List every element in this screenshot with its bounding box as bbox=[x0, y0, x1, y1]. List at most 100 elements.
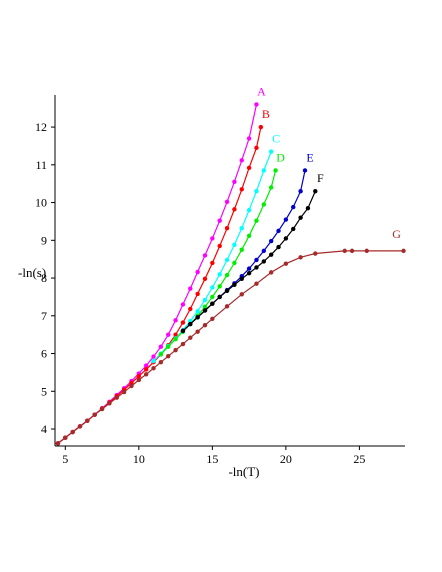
data-point bbox=[217, 284, 222, 289]
data-point bbox=[254, 189, 259, 194]
data-point bbox=[246, 233, 252, 238]
data-point bbox=[210, 316, 215, 322]
data-point bbox=[210, 236, 215, 241]
data-point bbox=[268, 185, 274, 190]
data-point bbox=[210, 260, 215, 266]
data-point bbox=[224, 257, 230, 263]
data-point bbox=[232, 207, 237, 212]
data-point bbox=[258, 124, 264, 130]
data-point bbox=[143, 367, 149, 372]
data-point bbox=[173, 347, 178, 353]
data-point bbox=[210, 294, 215, 300]
data-point bbox=[283, 261, 289, 266]
y-tick-label: 6 bbox=[41, 347, 47, 361]
data-point bbox=[276, 244, 281, 250]
data-point bbox=[173, 336, 178, 342]
data-point bbox=[313, 189, 318, 194]
data-point bbox=[224, 288, 230, 294]
data-point bbox=[268, 149, 274, 154]
data-point bbox=[254, 265, 259, 270]
data-point bbox=[232, 242, 237, 248]
data-point bbox=[283, 236, 289, 241]
data-point bbox=[99, 406, 105, 412]
data-point bbox=[195, 329, 200, 334]
data-point bbox=[239, 187, 244, 192]
data-point bbox=[217, 243, 222, 249]
data-point bbox=[202, 308, 208, 313]
data-point bbox=[313, 251, 318, 256]
series-line-d bbox=[160, 170, 277, 355]
data-point bbox=[254, 145, 259, 151]
data-point bbox=[298, 255, 303, 260]
data-point bbox=[180, 302, 186, 307]
data-point bbox=[261, 259, 267, 264]
data-point bbox=[232, 282, 237, 288]
data-point bbox=[158, 352, 164, 357]
data-point bbox=[202, 323, 208, 328]
data-point bbox=[239, 158, 244, 163]
series-label-e: E bbox=[306, 150, 313, 164]
data-point bbox=[246, 266, 252, 271]
series-line-g bbox=[57, 250, 404, 444]
data-point bbox=[401, 248, 406, 254]
x-tick-label: 25 bbox=[353, 452, 365, 466]
data-point bbox=[254, 218, 259, 223]
data-point bbox=[114, 395, 119, 400]
data-point bbox=[136, 377, 142, 383]
data-point bbox=[202, 276, 208, 282]
data-point bbox=[180, 341, 186, 347]
data-point bbox=[188, 321, 193, 327]
data-point bbox=[77, 424, 83, 429]
data-point bbox=[202, 297, 208, 303]
data-point bbox=[129, 380, 134, 386]
data-point bbox=[268, 252, 274, 257]
series-label-b: B bbox=[262, 107, 270, 121]
data-point bbox=[195, 315, 200, 320]
data-point bbox=[217, 272, 222, 277]
data-point bbox=[298, 189, 303, 194]
x-tick-label: 20 bbox=[280, 452, 292, 466]
series-label-d: D bbox=[276, 150, 285, 164]
data-point bbox=[151, 366, 156, 371]
data-point bbox=[261, 248, 267, 254]
data-point bbox=[107, 401, 112, 406]
data-point bbox=[55, 441, 61, 446]
y-ticks: 4 5 6 7 8 9 10 11 12 bbox=[35, 120, 55, 436]
y-tick-label: 12 bbox=[35, 120, 47, 134]
data-point bbox=[298, 215, 303, 220]
data-point bbox=[261, 202, 267, 207]
data-point bbox=[224, 272, 230, 278]
data-point bbox=[217, 294, 222, 300]
data-point bbox=[202, 253, 208, 258]
data-point bbox=[268, 238, 274, 244]
data-point bbox=[92, 412, 97, 417]
data-point bbox=[166, 332, 171, 337]
data-point bbox=[151, 358, 156, 364]
data-point bbox=[158, 344, 164, 349]
data-point bbox=[254, 281, 259, 286]
data-point bbox=[166, 353, 171, 359]
y-tick-label: 8 bbox=[41, 271, 47, 285]
data-point bbox=[276, 228, 281, 234]
x-tick-label: 5 bbox=[62, 452, 68, 466]
data-point bbox=[239, 247, 244, 252]
y-tick-label: 5 bbox=[41, 384, 47, 398]
data-point bbox=[232, 179, 237, 185]
data-point bbox=[143, 372, 149, 377]
data-point bbox=[210, 285, 215, 290]
data-point bbox=[129, 383, 134, 389]
data-point bbox=[254, 102, 259, 107]
data-point bbox=[63, 435, 68, 440]
x-ticks: 5 10 15 20 25 bbox=[62, 446, 365, 466]
data-point bbox=[239, 226, 244, 231]
data-point bbox=[195, 309, 200, 314]
data-point bbox=[166, 344, 171, 349]
y-tick-label: 11 bbox=[35, 158, 47, 172]
data-point bbox=[143, 363, 149, 368]
y-axis-title: -ln(s) bbox=[18, 265, 46, 280]
data-point bbox=[246, 136, 252, 141]
y-tick-label: 10 bbox=[35, 196, 47, 210]
data-point bbox=[173, 332, 178, 337]
series-line-b bbox=[57, 126, 262, 444]
